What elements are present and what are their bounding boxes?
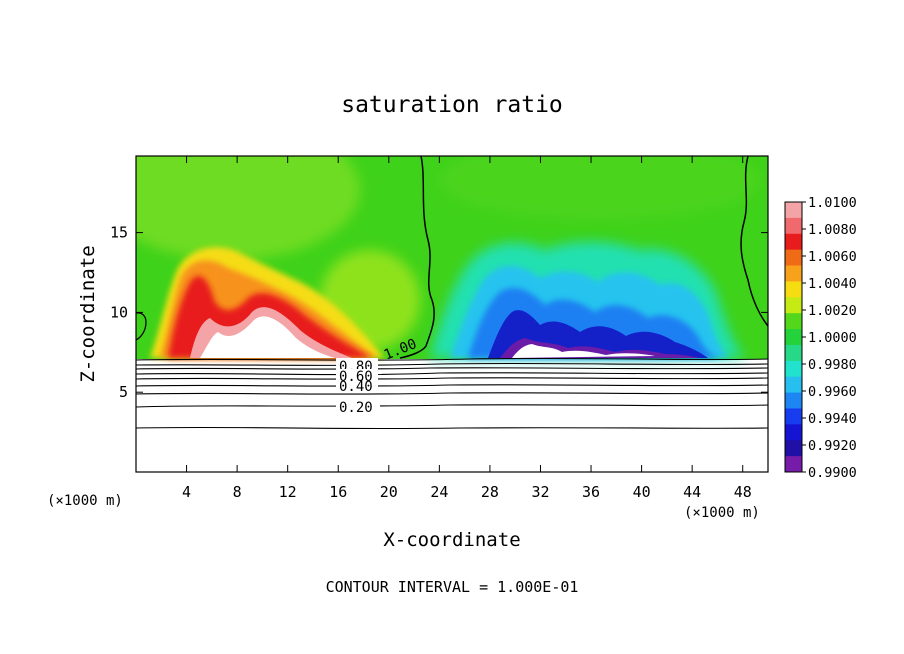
x-tick-label: 36 [582, 483, 600, 501]
plume-core-white [200, 316, 335, 358]
field-light-green-2 [440, 156, 760, 220]
colorbar-label: 1.0080 [808, 222, 857, 238]
chart-title: saturation ratio [341, 92, 563, 118]
colorbar-swatch [785, 202, 802, 219]
x-tick-label: 20 [380, 483, 398, 501]
contour-label: 0.40 [339, 379, 373, 395]
colorbar-label: 0.9920 [808, 438, 857, 454]
colorbar-swatch [785, 376, 802, 394]
colorbar-swatch [785, 344, 802, 362]
colorbar-swatch [785, 233, 802, 251]
x-tick-label: 24 [430, 483, 448, 501]
y-tick-label: 10 [110, 303, 128, 321]
y-axis: 5 10 15 [110, 224, 768, 401]
colorbar-swatch [785, 313, 802, 330]
supersaturated-plume [150, 247, 385, 358]
contour-line-1.00-right [740, 156, 768, 327]
contour-labels: 1.00 0.80 0.60 0.40 0.20 [336, 336, 419, 416]
plot-frame [135, 155, 769, 473]
colorbar-swatch [785, 329, 802, 346]
colorbar: 1.0100 1.0080 1.0060 1.0040 1.0020 1.0000 0.99… [784, 195, 857, 481]
contour-label: 0.20 [339, 400, 373, 416]
colorbar-swatch [785, 408, 802, 425]
x-tick-label: 48 [734, 483, 752, 501]
colorbar-label: 1.0040 [808, 276, 857, 292]
colorbar-swatch [785, 440, 802, 457]
x-tick-label: 28 [481, 483, 499, 501]
x-tick-label: 44 [683, 483, 701, 501]
lower-contours [136, 357, 768, 430]
x-axis-label: X-coordinate [383, 529, 520, 551]
contour-line-1.00-left-edge [136, 312, 147, 341]
colorbar-swatch [785, 297, 802, 314]
colorbar-swatch [785, 249, 802, 267]
contour-line-1.00 [399, 156, 435, 359]
y-axis-label: Z-coordinate [77, 245, 99, 382]
colorbar-label: 1.0000 [808, 330, 857, 346]
y-tick-label: 15 [110, 224, 128, 242]
region-white-patches [512, 344, 655, 358]
colorbar-swatch [785, 392, 802, 409]
colorbar-label: 0.9940 [808, 411, 857, 427]
subsaturated-region [430, 241, 745, 358]
colorbar-label: 0.9900 [808, 465, 857, 481]
colorbar-swatch [785, 360, 802, 378]
contour-interval-note: CONTOUR INTERVAL = 1.000E-01 [326, 578, 579, 596]
colorbar-label: 1.0100 [808, 195, 857, 211]
colorbar-swatch [785, 424, 802, 441]
colorbar-label: 0.9960 [808, 384, 857, 400]
y-tick-label: 5 [119, 383, 128, 401]
x-tick-label: 16 [329, 483, 347, 501]
colorbar-swatch [785, 265, 802, 282]
x-unit-label-left: (×1000 m) [47, 493, 123, 509]
x-unit-label-right: (×1000 m) [684, 505, 760, 521]
colorbar-swatch [785, 217, 802, 235]
colorbar-swatch [785, 456, 802, 473]
colorbar-label: 1.0060 [808, 249, 857, 265]
x-tick-label: 4 [182, 483, 191, 501]
x-tick-label: 12 [279, 483, 297, 501]
colorbar-label: 0.9980 [808, 357, 857, 373]
x-axis: 4 8 12 16 20 24 28 32 36 40 44 48 [182, 156, 752, 501]
plot-area [136, 156, 768, 472]
colorbar-swatch [785, 281, 802, 298]
field-light-green-1 [136, 156, 360, 260]
x-tick-label: 40 [633, 483, 651, 501]
x-tick-label: 8 [233, 483, 242, 501]
colorbar-label: 1.0020 [808, 303, 857, 319]
x-tick-label: 32 [531, 483, 549, 501]
